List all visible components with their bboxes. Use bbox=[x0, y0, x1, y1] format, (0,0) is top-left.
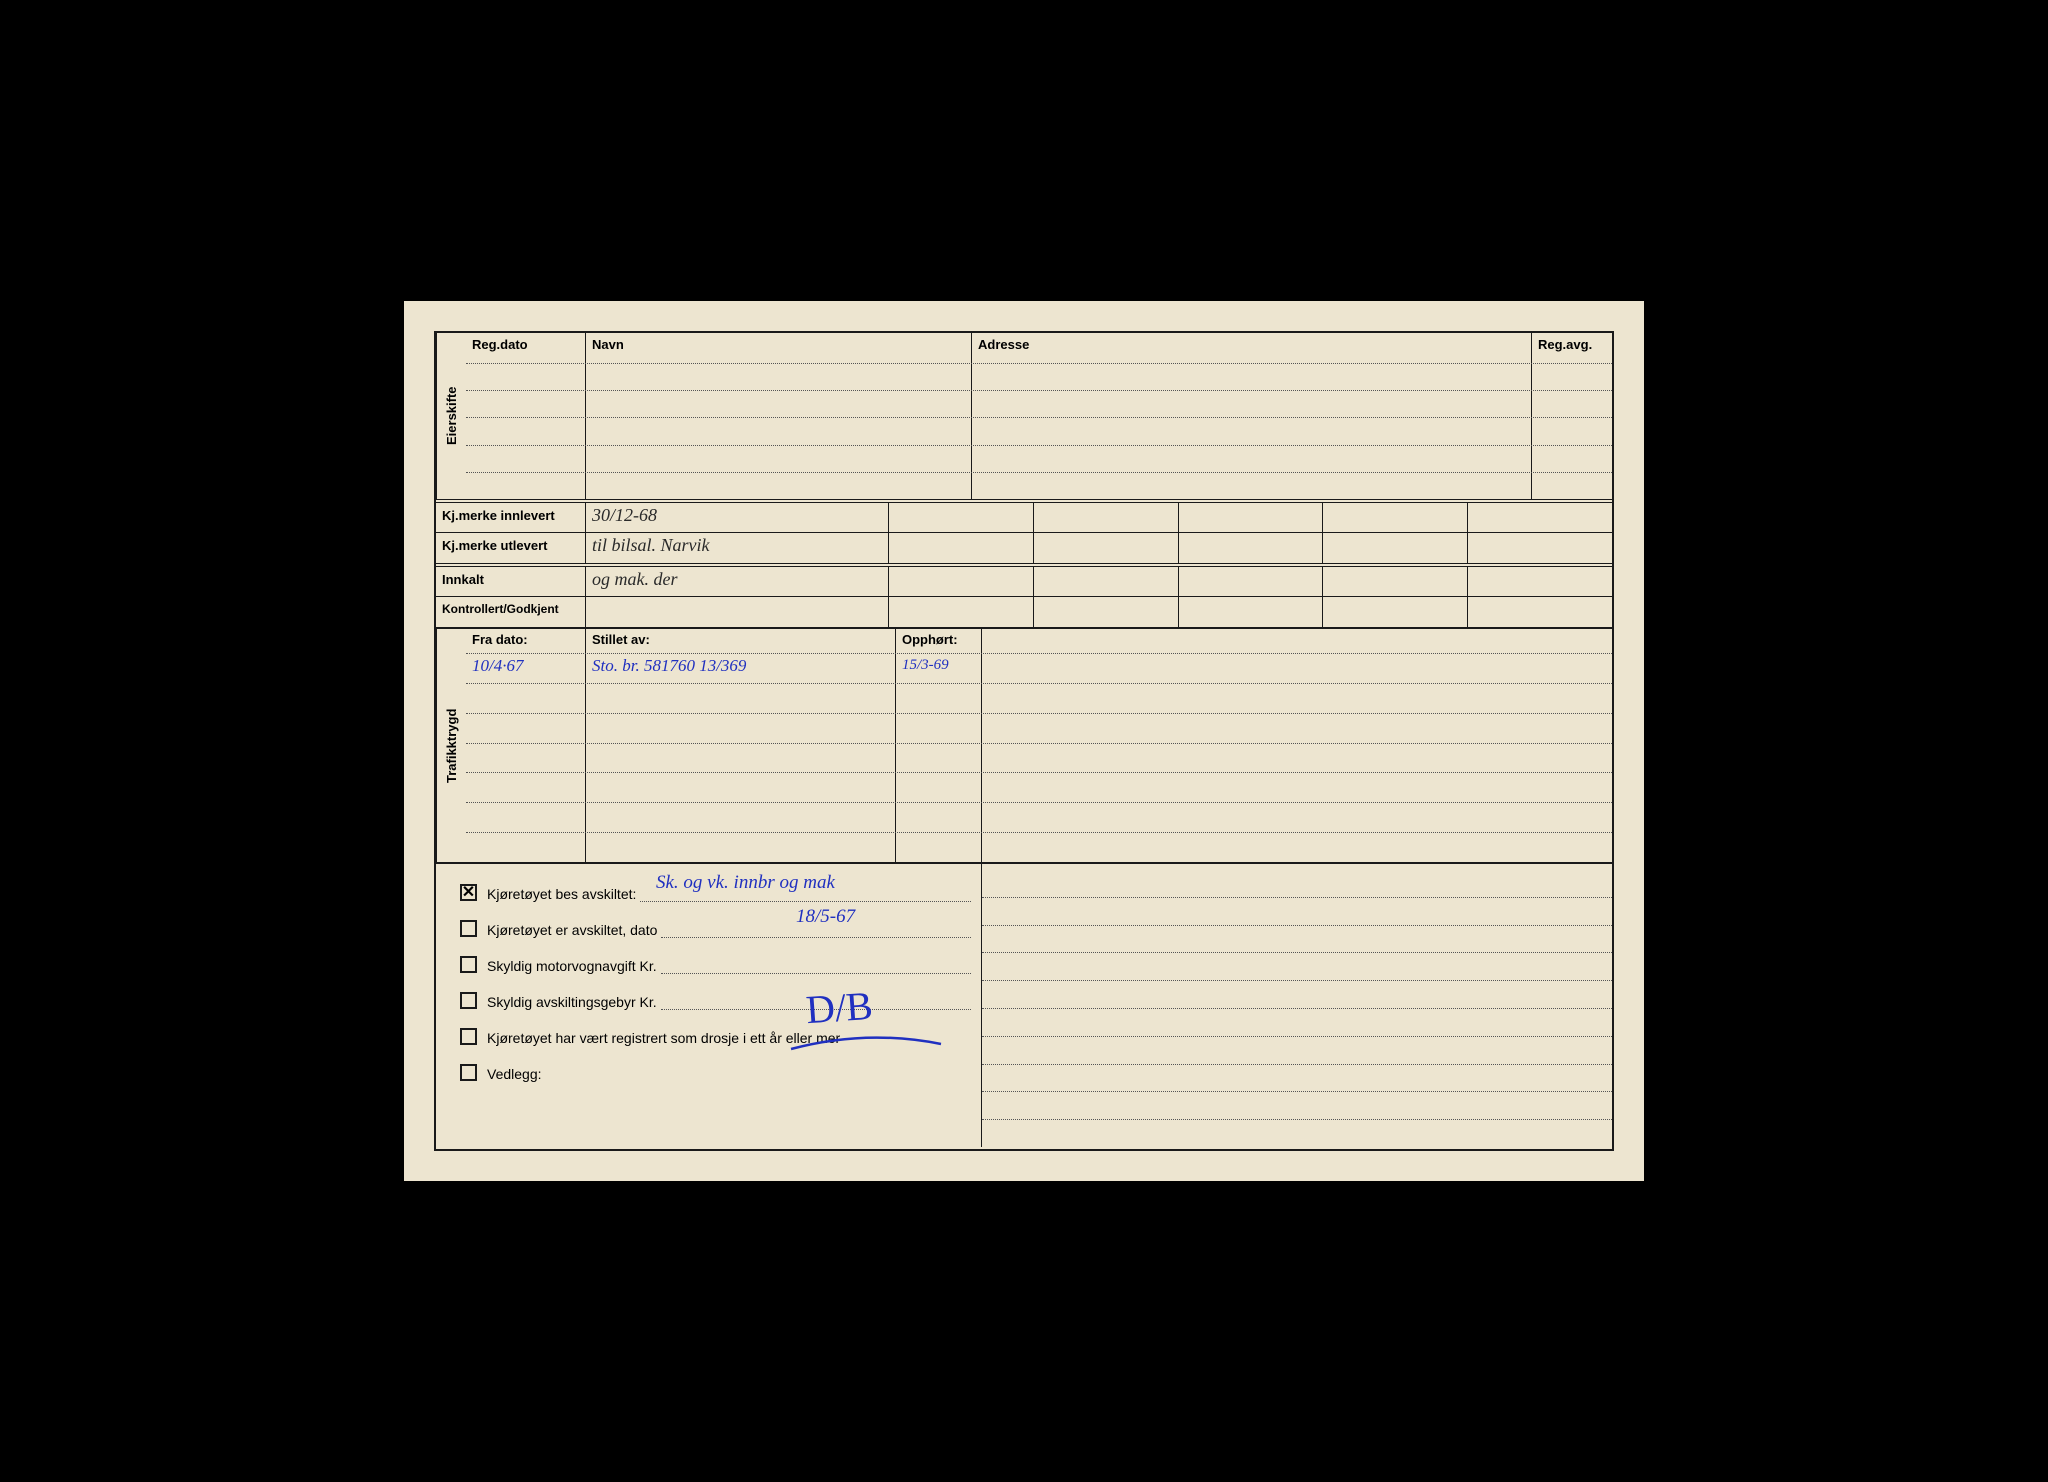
notes-line bbox=[982, 898, 1612, 926]
checkbox-avskiltgebyr[interactable] bbox=[460, 992, 477, 1009]
checkbox-bes-avskiltet[interactable]: ✕ bbox=[460, 884, 477, 901]
chk-label-avskiltgebyr: Skyldig avskiltingsgebyr Kr. bbox=[487, 994, 657, 1010]
innkalt-label: Innkalt bbox=[436, 567, 586, 596]
checkbox-mark: ✕ bbox=[462, 885, 475, 901]
notes-line bbox=[982, 953, 1612, 981]
kontrollert-row: Kontrollert/Godkjent bbox=[436, 597, 1612, 627]
header-opphort: Opphørt: bbox=[896, 629, 982, 653]
eierskifte-row bbox=[466, 363, 1612, 390]
trygd-row bbox=[466, 743, 1612, 773]
trygd-row bbox=[466, 832, 1612, 862]
chk-label-er-avskiltet: Kjøretøyet er avskiltet, dato bbox=[487, 922, 657, 938]
kjmerke-utlevert-row: Kj.merke utlevert til bilsal. Narvik bbox=[436, 533, 1612, 563]
eierskifte-header: Reg.dato Navn Adresse Reg.avg. bbox=[466, 333, 1612, 363]
notes-line bbox=[982, 1037, 1612, 1065]
trygd-row bbox=[466, 802, 1612, 832]
checkbox-motorvognavg[interactable] bbox=[460, 956, 477, 973]
chk-label-vedlegg: Vedlegg: bbox=[487, 1066, 542, 1082]
section-eierskifte: Eierskifte Reg.dato Navn Adresse Reg.avg… bbox=[436, 333, 1612, 503]
notes-line bbox=[982, 1120, 1612, 1147]
trygd-fradato-value: 10/4·67 bbox=[472, 656, 523, 675]
trygd-vlabel: Trafikktrygd bbox=[436, 629, 466, 862]
bottom-hand-line2: 18/5-67 bbox=[796, 906, 855, 928]
checkbox-drosje[interactable] bbox=[460, 1028, 477, 1045]
header-fradato: Fra dato: bbox=[466, 629, 586, 653]
notes-line bbox=[982, 981, 1612, 1009]
checkbox-panel: ✕ Kjøretøyet bes avskiltet: Kjøretøyet e… bbox=[436, 864, 982, 1147]
section-kjmerke: Kj.merke innlevert 30/12-68 Kj.merke utl… bbox=[436, 503, 1612, 567]
chk-row-er-avskiltet: Kjøretøyet er avskiltet, dato bbox=[460, 914, 971, 938]
kontrollert-label: Kontrollert/Godkjent bbox=[436, 597, 586, 627]
card-frame: Eierskifte Reg.dato Navn Adresse Reg.avg… bbox=[434, 331, 1614, 1151]
eierskifte-row bbox=[466, 472, 1612, 499]
notes-line bbox=[982, 1092, 1612, 1120]
innkalt-cell: og mak. der bbox=[586, 567, 889, 596]
innkalt-value: og mak. der bbox=[592, 569, 677, 589]
header-stillet: Stillet av: bbox=[586, 629, 896, 653]
kjmerke-innlevert-cell: 30/12-68 bbox=[586, 503, 889, 532]
section-innkalt: Innkalt og mak. der Kontrollert/Godkjent bbox=[436, 567, 1612, 629]
trygd-opphort-value: 15/3-69 bbox=[902, 657, 949, 673]
kjmerke-utlevert-value: til bilsal. Narvik bbox=[592, 535, 710, 555]
chk-label-motorvognavg: Skyldig motorvognavgift Kr. bbox=[487, 958, 657, 974]
header-regavg: Reg.avg. bbox=[1532, 333, 1612, 363]
kjmerke-innlevert-row: Kj.merke innlevert 30/12-68 bbox=[436, 503, 1612, 533]
kjmerke-innlevert-value: 30/12-68 bbox=[592, 505, 657, 525]
notes-panel bbox=[982, 864, 1612, 1147]
checkbox-er-avskiltet[interactable] bbox=[460, 920, 477, 937]
header-regdato: Reg.dato bbox=[466, 333, 586, 363]
eierskifte-grid: Reg.dato Navn Adresse Reg.avg. bbox=[466, 333, 1612, 499]
eierskifte-rows bbox=[466, 363, 1612, 499]
kjmerke-utlevert-label: Kj.merke utlevert bbox=[436, 533, 586, 563]
section-trafikktrygd: Trafikktrygd Fra dato: Stillet av: Opphø… bbox=[436, 629, 1612, 864]
checkbox-vedlegg[interactable] bbox=[460, 1064, 477, 1081]
trygd-row: 10/4·67 Sto. br. 581760 13/369 15/3-69 bbox=[466, 653, 1612, 683]
registration-card: Eierskifte Reg.dato Navn Adresse Reg.avg… bbox=[404, 301, 1644, 1181]
signature-underline-icon bbox=[786, 1024, 946, 1064]
trygd-row bbox=[466, 683, 1612, 713]
header-navn: Navn bbox=[586, 333, 972, 363]
eierskifte-row bbox=[466, 445, 1612, 472]
kjmerke-innlevert-label: Kj.merke innlevert bbox=[436, 503, 586, 532]
chk-row-motorvognavg: Skyldig motorvognavgift Kr. bbox=[460, 950, 971, 974]
trygd-row bbox=[466, 713, 1612, 743]
notes-line bbox=[982, 1065, 1612, 1093]
trygd-header: Fra dato: Stillet av: Opphørt: bbox=[466, 629, 1612, 653]
trygd-row bbox=[466, 772, 1612, 802]
chk-label-bes-avskiltet: Kjøretøyet bes avskiltet: bbox=[487, 886, 636, 902]
eierskifte-vlabel: Eierskifte bbox=[436, 333, 466, 499]
header-adresse: Adresse bbox=[972, 333, 1532, 363]
notes-line bbox=[982, 1009, 1612, 1037]
bottom-hand-line1: Sk. og vk. innbr og mak bbox=[656, 872, 835, 894]
trygd-grid: Fra dato: Stillet av: Opphørt: 10/4·67 S… bbox=[466, 629, 1612, 862]
notes-line bbox=[982, 926, 1612, 954]
chk-row-avskiltgebyr: Skyldig avskiltingsgebyr Kr. bbox=[460, 986, 971, 1010]
eierskifte-row bbox=[466, 390, 1612, 417]
kjmerke-utlevert-cell: til bilsal. Narvik bbox=[586, 533, 889, 563]
notes-line bbox=[982, 870, 1612, 898]
trygd-stillet-value: Sto. br. 581760 13/369 bbox=[592, 656, 746, 675]
section-bottom: ✕ Kjøretøyet bes avskiltet: Kjøretøyet e… bbox=[436, 864, 1612, 1147]
innkalt-row: Innkalt og mak. der bbox=[436, 567, 1612, 597]
eierskifte-row bbox=[466, 417, 1612, 444]
